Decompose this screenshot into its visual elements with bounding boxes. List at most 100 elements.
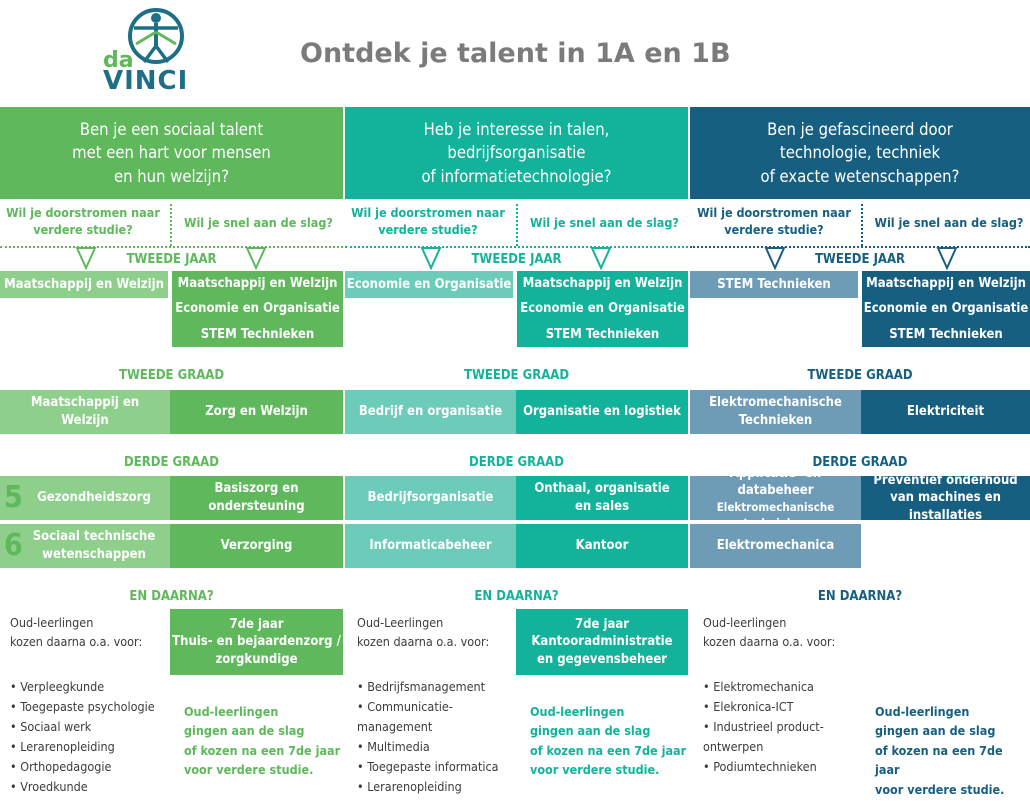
work-note: Oud-leerlingen gingen aan de slag of koz… — [184, 702, 344, 780]
divider — [170, 204, 172, 246]
list-item: Toegepaste informatica — [357, 757, 517, 777]
list-item: Toegepaste psychologie — [10, 697, 175, 717]
list-item: Orthopedagogie — [10, 757, 175, 777]
option: STEM Technieken — [200, 326, 315, 342]
text: voor verdere studie. — [184, 762, 314, 778]
option: Applicatie- en databeheer — [729, 465, 822, 499]
header-line: en hun welzijn? — [114, 166, 229, 186]
option: Gezondheidszorg — [37, 490, 151, 506]
work-note: Oud-leerlingen gingen aan de slag of koz… — [875, 702, 1030, 799]
page-title: Ontdek je talent in 1A en 1B — [300, 38, 731, 69]
header-line: technologie, techniek — [779, 143, 941, 163]
tweede-jaar-arbeidsmarkt: Maatschappij en Welzijn Economie en Orga… — [862, 271, 1030, 347]
tweede-graad-arbeidsmarkt: Organisatie en logistiek — [516, 390, 688, 434]
option: Economie en Organisatie — [175, 301, 340, 317]
text: of kozen na een 7de jaar — [184, 742, 341, 758]
text: Oud-leerlingen — [530, 704, 625, 719]
divider — [690, 246, 1030, 248]
text: 7de jaar — [229, 616, 284, 632]
vitruvian-logo-icon — [128, 8, 184, 64]
arrow-down-icon — [420, 247, 442, 270]
label-tweede-jaar: TWEEDE JAAR — [471, 252, 562, 267]
derde-graad-6-doorstroom: Informaticabeheer — [345, 524, 516, 568]
derde-graad-5-arbeidsmarkt: Onthaal, organisatie en sales — [516, 476, 688, 520]
list-item: Podiumtechnieken — [703, 757, 853, 777]
label-tweede-graad: TWEEDE GRAAD — [463, 368, 570, 383]
option: Maatschappij en Welzijn — [522, 275, 683, 291]
divider — [861, 204, 863, 246]
tweede-graad-doorstroom: Elektromechanische Technieken — [690, 390, 861, 434]
tweede-graad-doorstroom: Maatschappij en Welzijn — [0, 390, 170, 434]
list-item: Bedrijfsmanagement — [357, 677, 517, 697]
divider — [345, 246, 688, 248]
label-en-daarna: EN DAARNA? — [474, 589, 559, 604]
label-derde-graad: DERDE GRAAD — [124, 455, 219, 470]
list-item: Sociaal werk — [10, 717, 175, 737]
label-tweede-jaar: TWEEDE JAAR — [126, 252, 217, 267]
text: kozen daarna o.a. voor: — [703, 634, 836, 650]
header-line: of informatietechnologie? — [421, 166, 612, 186]
text: voor verdere studie. — [875, 781, 1005, 797]
divider — [516, 204, 518, 246]
derde-graad-6-doorstroom: Elektromechanica — [690, 524, 861, 568]
tweede-jaar-doorstroom: Economie en Organisatie — [345, 271, 513, 298]
study-list: Verpleegkunde Toegepaste psychologie Soc… — [10, 677, 175, 797]
option: Maatschappij en Welzijn — [177, 275, 338, 291]
tweede-jaar-arbeidsmarkt: Maatschappij en Welzijn Economie en Orga… — [517, 271, 688, 347]
list-item: Verpleegkunde — [10, 677, 175, 697]
study-list: Elektromechanica Elekronica-ICT Industri… — [703, 677, 853, 777]
text: zorgkundige — [215, 651, 298, 667]
derde-graad-5-arbeidsmarkt: Preventief onderhoud van machines en ins… — [861, 473, 1030, 523]
list-item: Communicatie-management — [357, 697, 477, 737]
year-6-marker: 6 — [4, 528, 23, 563]
header-business: Heb je interesse in talen, bedrijfsorgan… — [345, 107, 688, 199]
arrow-down-icon — [245, 247, 267, 270]
option: Sociaal technische wetenschappen — [32, 529, 156, 562]
header-social: Ben je een sociaal talent met een hart v… — [0, 107, 343, 199]
study-list: Bedrijfsmanagement Communicatie-manageme… — [357, 677, 517, 797]
option: Economie en Organisatie — [863, 301, 1029, 317]
logo-text-da: da — [103, 48, 134, 73]
text: Oud-leerlingen — [703, 615, 787, 630]
tweede-jaar-doorstroom: Maatschappij en Welzijn — [0, 271, 168, 298]
text: Oud-leerlingen — [10, 615, 94, 630]
text: Oud-Leerlingen — [357, 615, 444, 630]
text: 7de jaar — [574, 616, 630, 632]
option: STEM Technieken — [545, 326, 660, 342]
oud-leerlingen-intro: Oud-Leerlingen kozen daarna o.a. voor: — [357, 613, 517, 652]
question-doorstromen: Wil je doorstromen naar verdere studie? — [6, 205, 160, 237]
header-line: Ben je een sociaal talent — [79, 120, 264, 140]
label-derde-graad: DERDE GRAAD — [469, 455, 564, 470]
text: of kozen na een 7de jaar — [875, 742, 1003, 778]
label-derde-graad: DERDE GRAAD — [812, 455, 908, 470]
text: of kozen na een 7de jaar — [530, 742, 687, 758]
arrow-down-icon — [764, 247, 786, 270]
arrow-down-icon — [590, 247, 612, 270]
logo-text-vinci: VINCI — [103, 66, 189, 96]
text: kozen daarna o.a. voor: — [357, 634, 490, 650]
label-tweede-graad: TWEEDE GRAAD — [118, 368, 225, 383]
zevende-jaar: 7de jaar Thuis- en bejaardenzorg / zorgk… — [170, 609, 343, 675]
arrow-down-icon — [936, 247, 958, 270]
label-en-daarna: EN DAARNA? — [129, 589, 214, 604]
year-5-marker: 5 — [4, 480, 23, 515]
header-line: bedrijfsorganisatie — [447, 143, 586, 163]
text: Kantooradministratie — [531, 634, 673, 650]
derde-graad-6-arbeidsmarkt: Verzorging — [170, 524, 343, 568]
derde-graad-5-doorstroom: Bedrijfsorganisatie — [345, 476, 516, 520]
text: kozen daarna o.a. voor: — [10, 634, 143, 650]
question-snel: Wil je snel aan de slag? — [530, 215, 679, 230]
option: Economie en Organisatie — [520, 301, 685, 317]
text: voor verdere studie. — [530, 762, 660, 778]
tweede-graad-arbeidsmarkt: Zorg en Welzijn — [170, 390, 343, 434]
list-item: Industrieel product-ontwerpen — [703, 717, 833, 757]
derde-graad-5-doorstroom: Applicatie- en databeheer Elektromechani… — [690, 466, 861, 530]
divider — [0, 246, 343, 248]
text: Oud-leerlingen — [875, 704, 970, 719]
logo: da VINCI — [100, 6, 200, 96]
label-en-daarna: EN DAARNA? — [817, 589, 903, 604]
header-line: Ben je gefascineerd door — [767, 120, 953, 140]
oud-leerlingen-intro: Oud-leerlingen kozen daarna o.a. voor: — [10, 613, 170, 652]
question-snel: Wil je snel aan de slag? — [874, 215, 1024, 230]
derde-graad-6-arbeidsmarkt: Kantoor — [516, 524, 688, 568]
